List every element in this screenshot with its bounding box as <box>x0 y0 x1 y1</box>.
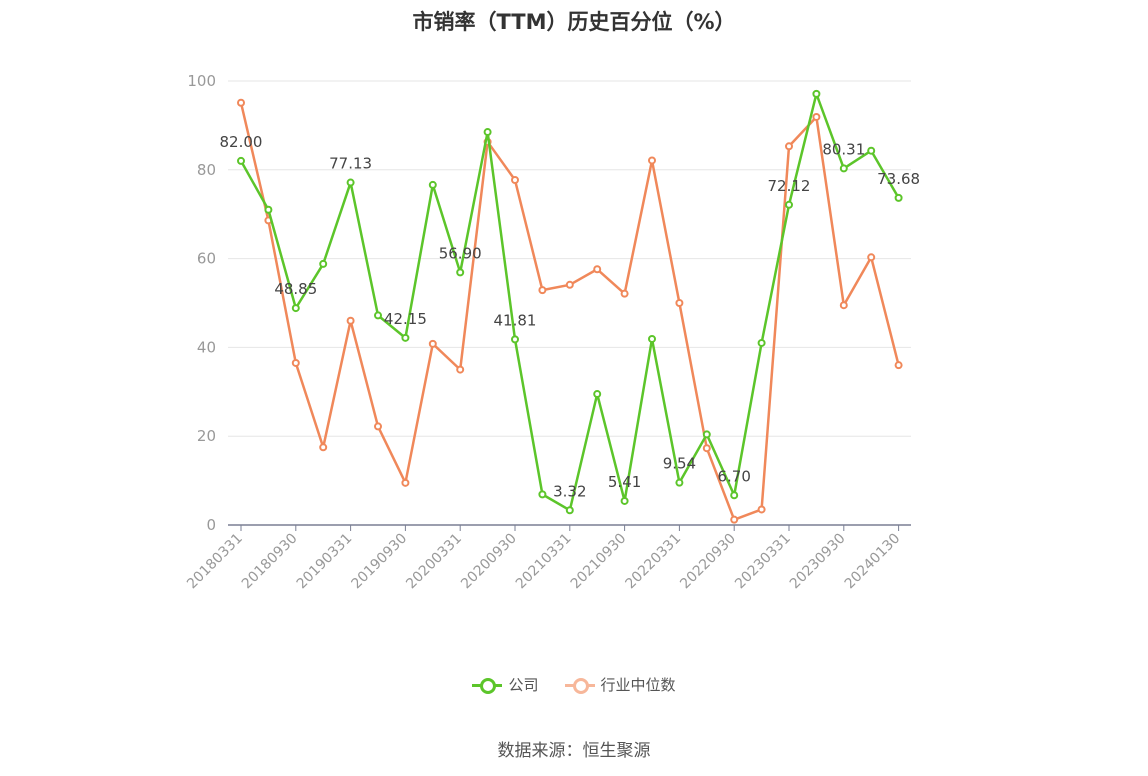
y-tick-label: 0 <box>206 516 216 534</box>
data-label: 3.32 <box>553 482 586 500</box>
series-industry-point <box>785 142 793 151</box>
data-label: 56.90 <box>439 244 482 262</box>
series-company-point <box>456 268 465 277</box>
series-company-point <box>867 146 876 155</box>
legend-industry-marker-icon <box>564 675 595 695</box>
data-label: 82.00 <box>220 133 263 151</box>
data-label: 41.81 <box>494 311 537 329</box>
data-label: 5.41 <box>608 473 641 491</box>
series-company-point <box>374 311 382 320</box>
data-label: 6.70 <box>717 467 750 485</box>
series-company-point <box>511 335 519 344</box>
series-company-point <box>264 205 273 214</box>
series-industry-point <box>346 316 355 325</box>
series-company-point <box>483 128 492 137</box>
legend-company-marker-icon <box>472 675 503 695</box>
series-industry-point <box>428 339 437 348</box>
series-industry-point <box>757 505 766 514</box>
x-tick-label: 20200331 <box>403 531 465 593</box>
series-company-point <box>675 478 684 487</box>
series-company-point <box>812 89 821 98</box>
series-company-point <box>538 490 547 499</box>
series-company-point <box>620 496 629 505</box>
series-industry-point <box>456 365 465 374</box>
series-industry-point <box>511 176 519 185</box>
series-industry-point <box>812 112 821 121</box>
series-company-point <box>428 180 437 189</box>
series-company-point <box>237 156 245 165</box>
series-industry-point <box>538 286 547 295</box>
series-company-point <box>839 164 848 173</box>
series-company-point <box>730 491 739 500</box>
series-company-point <box>319 259 328 268</box>
data-label: 72.12 <box>768 177 811 195</box>
series-company-point <box>565 506 574 515</box>
data-label: 42.15 <box>384 310 427 328</box>
series-industry-point <box>401 478 410 487</box>
data-label: 77.13 <box>329 155 372 173</box>
series-company-point <box>757 338 766 347</box>
data-label: 9.54 <box>663 455 696 473</box>
series-industry-point <box>894 361 903 370</box>
x-tick-label: 20240130 <box>842 531 904 593</box>
series-company-point <box>702 430 711 439</box>
data-label: 80.31 <box>822 140 865 158</box>
x-tick-label: 20190930 <box>349 531 411 593</box>
data-label: 73.68 <box>877 170 920 188</box>
series-company-point <box>785 200 793 209</box>
x-tick-label: 20210930 <box>568 531 630 593</box>
series-industry-point <box>374 422 382 431</box>
legend-item-company[interactable]: 公司 <box>472 674 539 695</box>
series-company-point <box>346 178 355 187</box>
y-tick-label: 80 <box>197 161 216 179</box>
series-industry-point <box>319 443 328 452</box>
series-industry-point <box>675 299 684 307</box>
x-tick-label: 20180930 <box>239 531 301 593</box>
series-company-point <box>291 304 300 313</box>
series-company-point <box>894 193 903 202</box>
line-chart: 0 20 40 60 80 100 2018033120180930201903312019… <box>184 72 920 593</box>
y-tick-label: 60 <box>197 250 216 268</box>
y-tick-label: 100 <box>187 72 216 90</box>
series-industry-point <box>565 280 574 289</box>
series-industry-point <box>730 515 739 524</box>
x-tick-label: 20180331 <box>184 531 246 593</box>
series-company-point <box>401 333 410 342</box>
series-company-point <box>648 334 656 343</box>
legend-industry-label: 行业中位数 <box>600 676 676 694</box>
x-tick-label: 20230331 <box>732 531 794 593</box>
series-company-point <box>593 390 602 399</box>
y-tick-label: 40 <box>197 338 216 356</box>
series-industry-point <box>839 301 848 310</box>
data-label: 48.85 <box>274 280 317 298</box>
series-industry-point <box>620 289 629 298</box>
x-tick-label: 20200930 <box>458 531 520 593</box>
series-industry-point <box>291 358 300 367</box>
legend-item-industry[interactable]: 行业中位数 <box>564 674 676 695</box>
chart-title: 市销率（TTM）历史百分位（%） <box>412 10 736 34</box>
series-industry-point <box>648 156 656 165</box>
series-industry-point <box>867 253 876 262</box>
x-tick-label: 20220331 <box>623 531 685 593</box>
x-tick-label: 20210331 <box>513 531 575 593</box>
series-industry-point <box>702 444 711 453</box>
legend-company-label: 公司 <box>508 676 539 694</box>
series-industry-point <box>237 98 245 107</box>
series-industry-point <box>593 265 602 274</box>
data-source-note: 数据来源：恒生聚源 <box>497 741 651 761</box>
chart-legend: 公司 行业中位数 <box>0 674 1148 695</box>
x-tick-label: 20190331 <box>294 531 356 593</box>
x-tick-label: 20230930 <box>787 531 849 593</box>
x-tick-label: 20220930 <box>677 531 739 593</box>
y-tick-label: 20 <box>197 427 216 445</box>
